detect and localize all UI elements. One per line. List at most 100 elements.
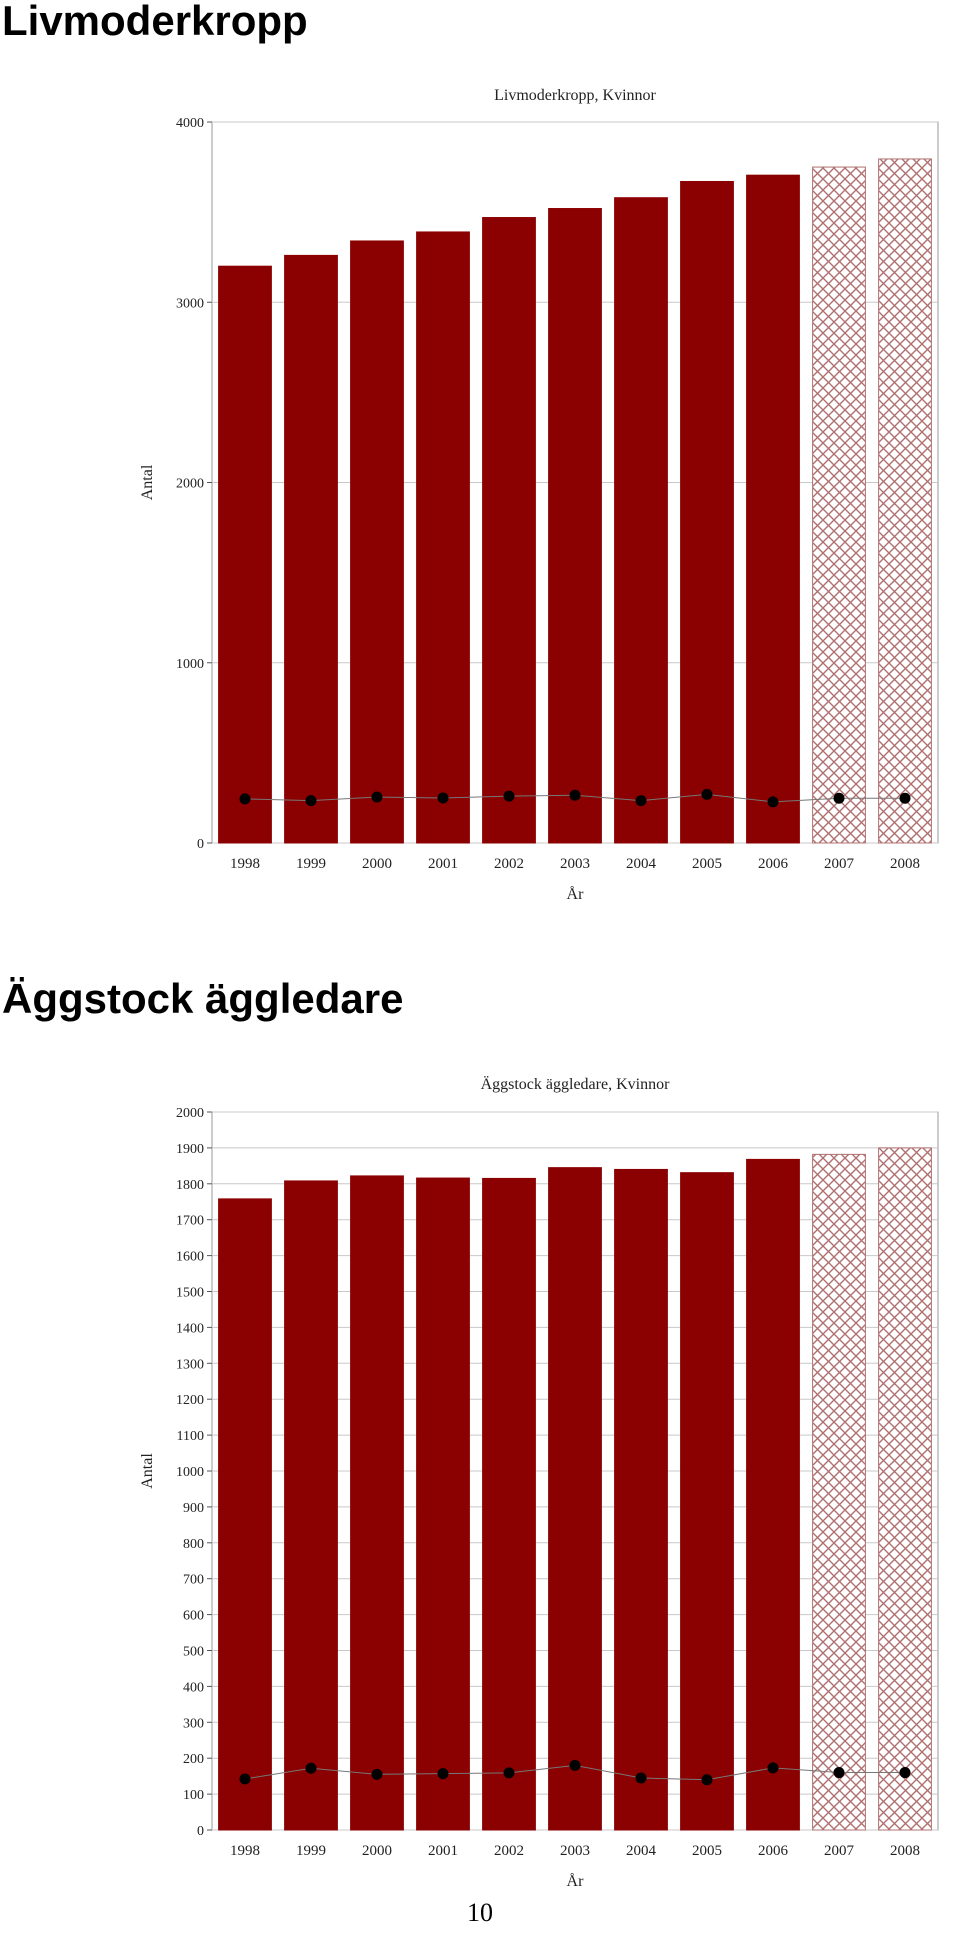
bar-1999	[284, 254, 338, 844]
x-axis-label: År	[567, 1872, 585, 1890]
y-tick-label: 1700	[176, 1214, 204, 1229]
x-axis-label: År	[567, 885, 585, 903]
bar-projected-2008	[878, 1147, 932, 1831]
y-tick-label: 1000	[176, 1465, 204, 1480]
dot-2004	[635, 795, 647, 807]
bar-projected-2007	[812, 1153, 866, 1831]
dot-2008	[899, 792, 911, 804]
dot-2007	[833, 1767, 845, 1779]
bar-2000	[350, 1175, 404, 1831]
section-heading-aggstock-aggledare: Äggstock äggledare	[2, 975, 404, 1022]
bar-2003	[548, 208, 602, 844]
x-tick-label-2006: 2006	[758, 1843, 789, 1859]
y-tick-label: 200	[183, 1752, 204, 1767]
bar-projected-2008	[878, 158, 932, 844]
y-tick-label: 1300	[176, 1357, 204, 1372]
x-tick-label-2000: 2000	[362, 856, 392, 872]
dot-2002	[503, 1767, 515, 1779]
y-tick-label: 1900	[176, 1142, 204, 1157]
x-tick-label-2008: 2008	[890, 1843, 920, 1859]
bar-2001	[416, 231, 470, 844]
dot-1999	[305, 795, 317, 807]
dot-2006	[767, 796, 779, 808]
bar-2003	[548, 1167, 602, 1831]
bar-2006	[746, 1158, 800, 1831]
x-tick-label-2004: 2004	[626, 1843, 657, 1859]
x-tick-label-2007: 2007	[824, 1843, 855, 1859]
section-heading-livmoderkropp: Livmoderkropp	[2, 0, 308, 44]
y-tick-label: 2000	[176, 1106, 204, 1121]
x-tick-label-2006: 2006	[758, 856, 789, 872]
x-tick-label-2005: 2005	[692, 856, 722, 872]
bar-2005	[680, 1172, 734, 1831]
y-tick-label: 2000	[176, 477, 204, 492]
dot-2003	[569, 789, 581, 801]
dot-2005	[701, 1774, 713, 1786]
y-tick-label: 300	[183, 1716, 204, 1731]
dot-2000	[371, 1768, 383, 1780]
x-tick-label-2000: 2000	[362, 1843, 392, 1859]
y-tick-label: 1400	[176, 1321, 204, 1336]
x-tick-label-2002: 2002	[494, 856, 524, 872]
x-tick-label-1998: 1998	[230, 856, 260, 872]
bar-1999	[284, 1180, 338, 1831]
dot-2007	[833, 792, 845, 804]
y-tick-label: 1200	[176, 1393, 204, 1408]
bar-2004	[614, 1168, 668, 1831]
y-tick-label: 500	[183, 1645, 204, 1660]
dot-1999	[305, 1762, 317, 1774]
bar-2002	[482, 1177, 536, 1831]
dot-2002	[503, 790, 515, 802]
dot-1998	[239, 793, 251, 805]
chart-title: Livmoderkropp, Kvinnor	[494, 87, 656, 104]
x-tick-label-2005: 2005	[692, 1843, 722, 1859]
x-tick-label-2002: 2002	[494, 1843, 524, 1859]
y-tick-label: 1100	[177, 1429, 204, 1444]
page-number: 10	[467, 1898, 493, 1927]
dot-2006	[767, 1762, 779, 1774]
x-tick-label-1999: 1999	[296, 856, 326, 872]
bar-2000	[350, 240, 404, 844]
dot-2004	[635, 1772, 647, 1784]
y-tick-label: 1600	[176, 1250, 204, 1265]
x-tick-label-1999: 1999	[296, 1843, 326, 1859]
y-axis-label: Antal	[139, 1453, 156, 1489]
y-tick-label: 900	[183, 1501, 204, 1516]
dot-2001	[437, 792, 449, 804]
x-tick-label-2003: 2003	[560, 1843, 590, 1859]
y-tick-label: 1800	[176, 1178, 204, 1193]
y-tick-label: 4000	[176, 116, 204, 131]
y-axis-label: Antal	[139, 464, 156, 500]
y-tick-label: 3000	[176, 296, 204, 311]
x-tick-label-2001: 2001	[428, 1843, 458, 1859]
bar-projected-2007	[812, 166, 866, 844]
bar-2001	[416, 1177, 470, 1831]
x-tick-label-2007: 2007	[824, 856, 855, 872]
dot-1998	[239, 1773, 251, 1785]
livmoderkropp-chart: Livmoderkropp, Kvinnor 0 1000 2000 3000 4000 A…	[139, 87, 939, 903]
x-tick-label-2008: 2008	[890, 856, 920, 872]
x-tick-label-1998: 1998	[230, 1843, 260, 1859]
dot-2001	[437, 1768, 449, 1780]
x-tick-label-2003: 2003	[560, 856, 590, 872]
y-tick-label: 400	[183, 1680, 204, 1695]
chart-title: Äggstock äggledare, Kvinnor	[481, 1075, 671, 1093]
y-tick-label: 1000	[176, 657, 204, 672]
y-tick-label: 0	[197, 837, 204, 852]
y-tick-label: 700	[183, 1573, 204, 1588]
bar-2002	[482, 217, 536, 844]
y-tick-label: 1500	[176, 1286, 204, 1301]
bar-1998	[218, 1198, 272, 1831]
dot-2008	[899, 1767, 911, 1779]
bar-2005	[680, 180, 734, 844]
bar-2006	[746, 174, 800, 844]
dot-2003	[569, 1759, 581, 1771]
y-tick-label: 800	[183, 1537, 204, 1552]
dot-2000	[371, 791, 383, 803]
bar-2004	[614, 197, 668, 844]
y-tick-label: 600	[183, 1609, 204, 1624]
y-tick-label: 100	[183, 1788, 204, 1803]
dot-2005	[701, 788, 713, 800]
y-tick-label: 0	[197, 1824, 204, 1839]
aggstock-aggledare-chart: Äggstock äggledare, Kvinnor 0 100 200 300 400…	[139, 1075, 939, 1890]
